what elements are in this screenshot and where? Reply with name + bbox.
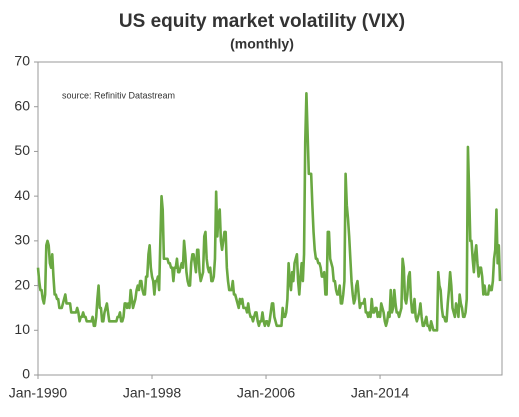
y-tick-label: 70 xyxy=(14,53,30,69)
data-line xyxy=(36,92,502,332)
x-tick-label: Jan-2014 xyxy=(351,385,410,401)
y-tick-label: 30 xyxy=(14,232,30,248)
y-tick-label: 50 xyxy=(14,142,30,158)
x-tick-label: Jan-1998 xyxy=(123,385,182,401)
y-tick-label: 60 xyxy=(14,97,30,113)
chart-subtitle: (monthly) xyxy=(230,36,294,52)
chart-title: US equity market volatility (VIX) xyxy=(119,11,405,32)
y-tick-label: 20 xyxy=(14,276,30,292)
y-tick-label: 10 xyxy=(14,321,30,337)
x-tick-label: Jan-2006 xyxy=(237,385,296,401)
x-tick-label: Jan-1990 xyxy=(9,385,68,401)
y-tick-label: 40 xyxy=(14,187,30,203)
annotation: source: Refinitiv Datastream xyxy=(62,90,175,100)
y-tick-label: 0 xyxy=(22,366,30,382)
plot-frame xyxy=(37,61,503,376)
